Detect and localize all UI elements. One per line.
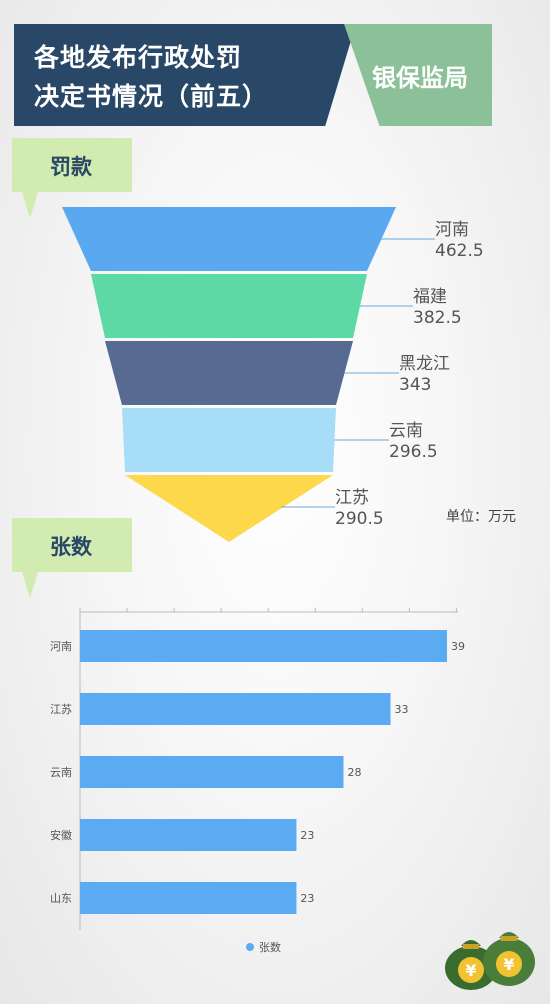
count-section-label: 张数 <box>12 518 132 572</box>
funnel-category-label: 黑龙江 <box>399 354 450 374</box>
bar-value-label: 33 <box>395 703 409 716</box>
page-title-line2: 决定书情况（前五） <box>34 82 269 111</box>
funnel-category-label: 江苏 <box>335 488 369 508</box>
money-bags-icon: ¥ ¥ <box>445 932 535 990</box>
funnel-category-label: 福建 <box>413 287 447 307</box>
legend-swatch <box>246 943 254 951</box>
funnel-value-label: 290.5 <box>335 509 384 529</box>
bar <box>80 756 344 788</box>
funnel-segment <box>62 207 396 271</box>
y-tick-label: 山东 <box>50 892 72 905</box>
fines-section-label: 罚款 <box>12 138 132 192</box>
funnel-value-label: 382.5 <box>413 308 462 328</box>
y-tick-label: 河南 <box>50 640 72 653</box>
bar <box>80 882 297 914</box>
y-tick-label: 云南 <box>50 766 72 779</box>
svg-text:¥: ¥ <box>503 955 514 974</box>
funnel-segment <box>125 475 333 542</box>
bar <box>80 693 391 725</box>
svg-text:¥: ¥ <box>465 961 476 980</box>
bar <box>80 630 447 662</box>
funnel-value-label: 343 <box>399 375 431 395</box>
funnel-category-label: 河南 <box>435 220 469 240</box>
fines-label-tail <box>22 192 38 218</box>
y-tick-label: 江苏 <box>50 703 72 716</box>
funnel-value-label: 296.5 <box>389 442 438 462</box>
bar <box>80 819 297 851</box>
source-tag: 银保监局 <box>372 64 468 92</box>
y-tick-label: 安徽 <box>50 828 72 842</box>
bar-value-label: 23 <box>300 892 314 905</box>
legend-label: 张数 <box>259 941 281 954</box>
unit-note: 单位：万元 <box>446 509 516 525</box>
funnel-segment <box>122 408 336 472</box>
bar-value-label: 23 <box>300 829 314 842</box>
title-banner <box>14 24 356 126</box>
bar-value-label: 39 <box>451 640 465 653</box>
funnel-value-label: 462.5 <box>435 241 484 261</box>
bar-value-label: 28 <box>347 766 361 779</box>
page-title-line1: 各地发布行政处罚 <box>34 43 243 72</box>
count-label-tail <box>22 572 38 598</box>
funnel-segment <box>105 341 353 405</box>
funnel-category-label: 云南 <box>389 421 423 441</box>
funnel-segment <box>91 274 367 338</box>
